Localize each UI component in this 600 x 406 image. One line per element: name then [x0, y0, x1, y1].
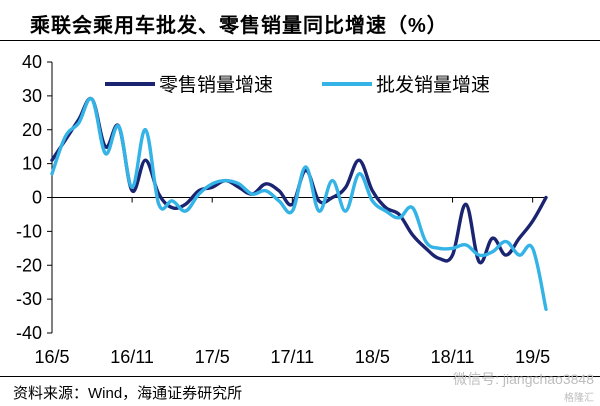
y-tick-label: 10	[22, 154, 42, 174]
y-tick-label: 40	[22, 52, 42, 72]
legend-label: 批发销量增速	[376, 74, 490, 96]
legend-label: 零售销量增速	[159, 74, 273, 96]
y-tick-label: 0	[32, 188, 42, 208]
y-tick-label: 20	[22, 120, 42, 140]
series-layer	[50, 96, 548, 311]
x-tick-label: 18/11	[431, 347, 475, 367]
x-tick-label: 16/11	[110, 347, 154, 367]
x-tick-label: 16/5	[34, 347, 69, 367]
y-tick-label: -40	[16, 323, 42, 343]
x-tick-label: 19/5	[515, 347, 550, 367]
y-tick-label: -30	[16, 289, 42, 309]
x-tick-label: 18/5	[355, 347, 390, 367]
y-tick-label: -10	[16, 221, 42, 241]
line-chart: -40 -30 -20 -10 0 10 20 30 40 16/5 16/11 17/5 17/11 1…	[16, 52, 550, 367]
source-note: 资料来源：Wind，海通证券研究所	[13, 385, 243, 402]
x-tick-label: 17/5	[195, 347, 230, 367]
watermark-text: 微信号: jiangchao3848	[453, 371, 594, 387]
series-line-wholesale	[50, 96, 548, 311]
legend: 零售销量增速 批发销量增速	[105, 74, 490, 96]
y-tick-label: 30	[22, 86, 42, 106]
chart-title: 乘联会乘用车批发、零售销量同比增速（%）	[0, 0, 600, 40]
title-divider	[0, 40, 600, 41]
axes-layer: -40 -30 -20 -10 0 10 20 30 40 16/5 16/11 17/5 17/11 1…	[16, 52, 550, 367]
watermark-brand: 格隆汇	[564, 393, 594, 404]
source-divider	[0, 376, 600, 377]
y-tick-label: -20	[16, 255, 42, 275]
x-tick-label: 17/11	[270, 347, 314, 367]
